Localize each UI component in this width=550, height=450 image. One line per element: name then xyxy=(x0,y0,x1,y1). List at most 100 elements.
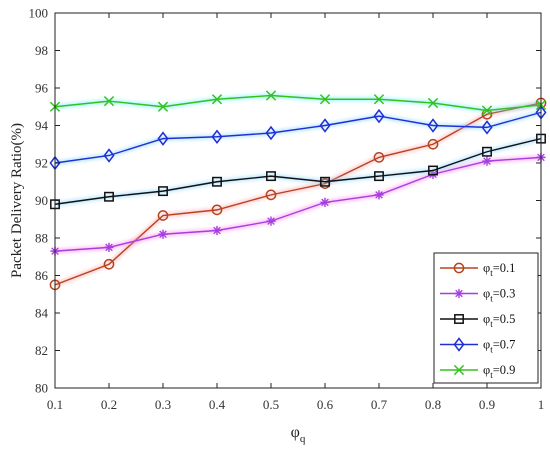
data-point xyxy=(157,210,169,221)
legend-label-subscript: t xyxy=(490,319,493,329)
data-point xyxy=(319,118,331,133)
legend-label-symbol: φ xyxy=(483,363,490,377)
x-tick-label: 0.9 xyxy=(479,397,495,412)
legend-label-value: =0.5 xyxy=(493,312,516,326)
data-point xyxy=(428,165,438,176)
data-point xyxy=(374,190,384,200)
x-tick-label: 0.7 xyxy=(371,397,388,412)
data-point xyxy=(103,95,115,107)
data-point xyxy=(373,152,385,163)
legend-label: φt=0.9 xyxy=(483,363,515,380)
legend-label-value: =0.9 xyxy=(493,363,516,377)
series-line xyxy=(54,111,542,164)
x-axis-title: φq xyxy=(291,424,306,445)
legend-label-subscript: t xyxy=(490,268,493,278)
series-line xyxy=(54,137,542,205)
legend-marker xyxy=(453,262,465,274)
legend-marker xyxy=(453,337,465,352)
legend-label: φt=0.1 xyxy=(483,261,515,278)
data-point xyxy=(427,118,439,133)
x-tick-label: 0.1 xyxy=(47,397,63,412)
legend-item-0: φt=0.1 xyxy=(440,261,515,278)
data-point xyxy=(482,146,492,157)
data-point xyxy=(157,101,169,112)
x-tick-label: 0.6 xyxy=(317,397,334,412)
series-4 xyxy=(49,90,547,116)
data-point xyxy=(211,94,223,105)
y-tick-label: 90 xyxy=(35,193,48,208)
data-point xyxy=(103,148,115,163)
data-point xyxy=(266,171,276,182)
legend-box xyxy=(433,252,539,384)
data-point xyxy=(212,225,222,236)
data-point xyxy=(266,216,276,226)
x-tick-label: 0.8 xyxy=(425,397,441,412)
series-2 xyxy=(50,133,546,210)
data-point xyxy=(103,258,115,270)
data-point xyxy=(157,131,169,146)
data-point xyxy=(265,189,277,201)
data-point xyxy=(374,171,384,182)
y-tick-label: 86 xyxy=(35,268,49,283)
y-tick-label: 82 xyxy=(35,343,48,358)
data-point xyxy=(158,229,168,239)
data-point xyxy=(104,191,114,202)
y-tick-label: 92 xyxy=(35,156,48,171)
legend-label: φt=0.7 xyxy=(483,338,515,355)
x-axis-title-subscript: q xyxy=(300,433,306,445)
y-tick-label: 84 xyxy=(35,306,49,321)
x-tick-label: 0.3 xyxy=(155,397,171,412)
data-point xyxy=(373,108,385,124)
data-point xyxy=(104,242,114,252)
ticks-layer: 0.1 0.2 0.3 0.4 0.5 0.6 0.7 0.8 0.9 1 80 82 84 86 88 90… xyxy=(29,6,545,413)
data-point xyxy=(158,186,168,197)
legend-label-subscript: t xyxy=(490,370,493,380)
x-axis-title-symbol: φ xyxy=(291,424,300,441)
data-point xyxy=(481,105,493,116)
legend-label-subscript: t xyxy=(490,345,493,355)
y-tick-label: 98 xyxy=(35,43,48,58)
data-point xyxy=(320,176,330,187)
legend-item-2: φt=0.5 xyxy=(440,312,515,329)
legend-label-symbol: φ xyxy=(483,287,490,301)
legend-item-3: φt=0.7 xyxy=(440,337,515,355)
x-tick-label: 0.2 xyxy=(101,397,117,412)
legend-marker xyxy=(454,314,464,324)
legend-marker xyxy=(454,288,464,299)
legend-item-4: φt=0.9 xyxy=(440,363,515,380)
y-tick-label: 100 xyxy=(29,6,49,21)
y-tick-label: 96 xyxy=(35,81,49,96)
legend-label-value: =0.7 xyxy=(493,338,516,352)
legend-label-symbol: φ xyxy=(483,261,490,275)
data-point xyxy=(427,138,439,150)
legend-marker xyxy=(453,364,465,376)
y-axis-title: Packet Delivery Ratio(%) xyxy=(9,123,25,278)
legend-label-value: =0.1 xyxy=(493,261,516,275)
legend-label-value: =0.3 xyxy=(493,287,516,301)
series-line xyxy=(54,94,542,112)
x-tick-label: 0.5 xyxy=(263,397,279,412)
x-tick-label: 0.4 xyxy=(209,397,226,412)
y-tick-label: 94 xyxy=(35,118,49,133)
legend: φt=0.1φt=0.3φt=0.5φt=0.7φt=0.9 xyxy=(433,252,539,384)
data-point xyxy=(320,197,330,207)
legend-label-subscript: t xyxy=(490,294,493,304)
series-1 xyxy=(50,152,546,256)
x-tick-label: 1 xyxy=(538,397,545,412)
data-point xyxy=(319,94,331,105)
data-point xyxy=(265,90,277,101)
data-point xyxy=(427,97,439,109)
legend-label-symbol: φ xyxy=(483,312,490,326)
legend-item-1: φt=0.3 xyxy=(440,287,515,304)
series-layer xyxy=(49,90,547,291)
data-point xyxy=(373,94,385,105)
data-point xyxy=(211,129,223,144)
data-point xyxy=(265,125,277,141)
data-point xyxy=(482,156,492,166)
y-tick-label: 88 xyxy=(35,231,48,246)
legend-label: φt=0.3 xyxy=(483,287,515,304)
legend-label-symbol: φ xyxy=(483,338,490,352)
series-line xyxy=(54,156,542,252)
data-point xyxy=(212,176,222,187)
